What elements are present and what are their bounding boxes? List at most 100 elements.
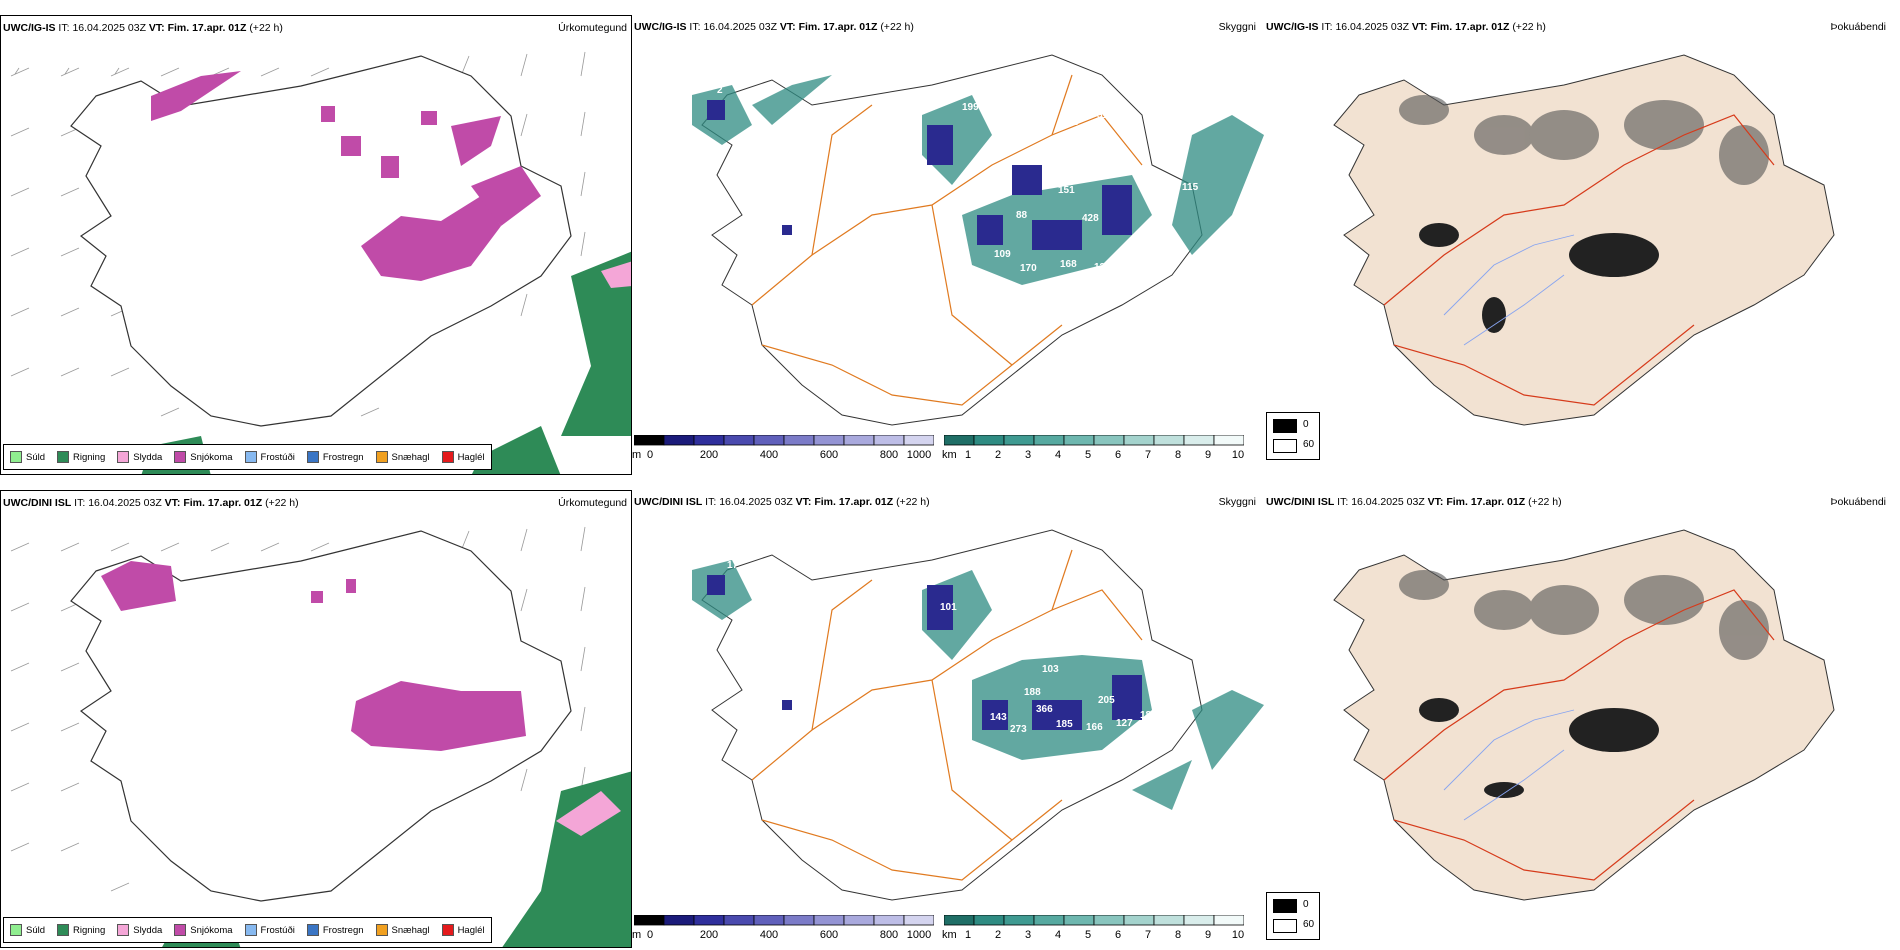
legend-label: Snjókoma <box>190 451 233 463</box>
legend-label: Snjókoma <box>190 924 233 936</box>
ceiling-labels: 17 101 103 188 366 205 185 166 127 187 2… <box>727 560 1169 769</box>
map-value-label: 115 <box>1182 182 1199 193</box>
map-value-label: 88 <box>954 235 966 246</box>
model-name: UWC/IG-IS <box>634 21 687 33</box>
iceland-outline <box>701 54 1203 426</box>
legend-item: Haglél <box>441 451 485 463</box>
panel-title: Skyggni <box>1218 21 1256 33</box>
fog-shading <box>1399 570 1769 660</box>
mask-label: 60 <box>1303 919 1315 930</box>
map-value-label: 203 <box>1068 145 1085 156</box>
legend-label: Slydda <box>133 924 163 936</box>
mask-swatch-white <box>1273 919 1297 933</box>
map-value-label: 185 <box>1056 719 1073 730</box>
colorbar-tick: 9 <box>1204 449 1212 461</box>
rivers <box>1443 234 1575 346</box>
visibility-panel-bottom: 17 101 103 188 366 205 185 166 127 187 2… <box>632 490 1264 950</box>
legend-item: Snæhagl <box>375 451 430 463</box>
roads <box>751 74 1143 406</box>
model-name: UWC/DINI ISL <box>634 496 703 508</box>
legend-label: Haglél <box>457 924 485 936</box>
lead-time: (+22 h) <box>249 22 283 34</box>
legend-swatch <box>174 451 187 463</box>
low-visibility-areas <box>707 100 1132 250</box>
colorbar-unit: km <box>942 449 957 461</box>
visibility-map-bottom: 17 101 103 188 366 205 185 166 127 187 2… <box>692 529 1264 901</box>
colorbar-tick: 7 <box>1144 449 1152 461</box>
colorbar-tick: 9 <box>1204 929 1212 941</box>
legend-swatch <box>57 451 70 463</box>
legend-item: Haglél <box>441 924 485 936</box>
header-bottom-middle: UWC/DINI ISL IT: 16.04.2025 03Z VT: Fim.… <box>634 496 930 508</box>
vt-value: Fim. 17.apr. 01Z <box>1430 21 1510 33</box>
visibility-colorbar-bottom: km 1 2 3 4 5 6 7 8 9 10 <box>942 914 1245 945</box>
header-top-right: UWC/IG-IS IT: 16.04.2025 03Z VT: Fim. 17… <box>1266 21 1546 33</box>
map-value-label: 166 <box>1086 722 1103 733</box>
fog-map-bottom <box>1333 529 1835 901</box>
map-value-label: 168 <box>1128 257 1145 268</box>
map-value-label: 199 <box>962 102 979 113</box>
legend-label: Súld <box>26 451 46 463</box>
precip-map-bottom <box>10 526 631 947</box>
fog-shading <box>1399 95 1769 185</box>
colorbar-tick: 8 <box>1174 929 1182 941</box>
fog-map-top <box>1333 54 1835 426</box>
legend-swatch <box>306 924 319 936</box>
model-name: UWC/IG-IS <box>3 22 56 34</box>
map-value-label: 428 <box>1082 213 1099 224</box>
map-value-label: 88 <box>1016 210 1028 221</box>
legend-item: Rigning <box>57 924 105 936</box>
colorbar-gradient <box>943 914 1245 926</box>
it-value: 16.04.2025 03Z <box>719 496 793 508</box>
header-top-middle: UWC/IG-IS IT: 16.04.2025 03Z VT: Fim. 17… <box>634 21 914 33</box>
it-value: 16.04.2025 03Z <box>703 21 777 33</box>
header-top-left: UWC/IG-IS IT: 16.04.2025 03Z VT: Fim. 17… <box>3 22 283 34</box>
colorbar-tick: 4 <box>1054 929 1062 941</box>
legend-label: Snæhagl <box>391 451 430 463</box>
lead-time: (+22 h) <box>265 497 299 509</box>
map-value-label: 639 <box>1092 127 1109 138</box>
panel-title: Þokuábendi <box>1830 21 1886 33</box>
model-name: UWC/DINI ISL <box>1266 496 1335 508</box>
vt-value: Fim. 17.apr. 01Z <box>1446 496 1526 508</box>
colorbar-tick: 6 <box>1114 449 1122 461</box>
map-value-label: 248 <box>1008 132 1025 143</box>
precip-map-top <box>10 51 631 474</box>
panel-title: Skyggni <box>1218 496 1256 508</box>
map-value-label: 542 <box>1060 758 1077 769</box>
map-value-label: 187 <box>1140 710 1157 721</box>
colorbar-tick: 6 <box>1114 929 1122 941</box>
it-value: 16.04.2025 03Z <box>72 22 146 34</box>
colorbar-tick: 1 <box>964 929 972 941</box>
colorbar-tick: 1 <box>964 449 972 461</box>
snow-areas <box>101 561 526 751</box>
it-label: IT: <box>74 497 86 509</box>
colorbar-tick: 3 <box>1024 929 1032 941</box>
precip-legend: Súld Rigning Slydda Snjókoma Frostúði Fr… <box>3 444 492 470</box>
map-value-label: 121 <box>894 242 911 253</box>
map-value-label: 117 <box>894 720 911 731</box>
colorbar-tick: 600 <box>819 929 839 941</box>
map-value-label: 421 <box>1062 297 1079 308</box>
legend-item: Frostúði <box>244 451 295 463</box>
map-value-label: 2 <box>717 85 723 96</box>
precip-type-panel-bottom: UWC/DINI ISL IT: 16.04.2025 03Z VT: Fim.… <box>0 490 632 948</box>
lead-time: (+22 h) <box>1528 496 1562 508</box>
map-value-label: 151 <box>1058 185 1075 196</box>
legend-label: Haglél <box>457 451 485 463</box>
colorbar-unit: km <box>942 929 957 941</box>
colorbar-tick: 5 <box>1084 449 1092 461</box>
precip-legend: Súld Rigning Slydda Snjókoma Frostúði Fr… <box>3 917 492 943</box>
vt-label: VT: <box>1427 496 1444 508</box>
colorbar-tick: 800 <box>879 449 899 461</box>
colorbar-tick: 0 <box>646 449 654 461</box>
legend-label: Rigning <box>73 924 106 936</box>
legend-item: Slydda <box>117 451 162 463</box>
fog-mask-legend-top: 0 60 <box>1266 412 1320 460</box>
legend-swatch <box>441 924 454 936</box>
legend-swatch <box>375 451 388 463</box>
map-value-label: 103 <box>1042 664 1059 675</box>
legend-label: Snæhagl <box>391 924 430 936</box>
map-value-label: 205 <box>1098 695 1115 706</box>
map-value-label: 101 <box>940 602 957 613</box>
